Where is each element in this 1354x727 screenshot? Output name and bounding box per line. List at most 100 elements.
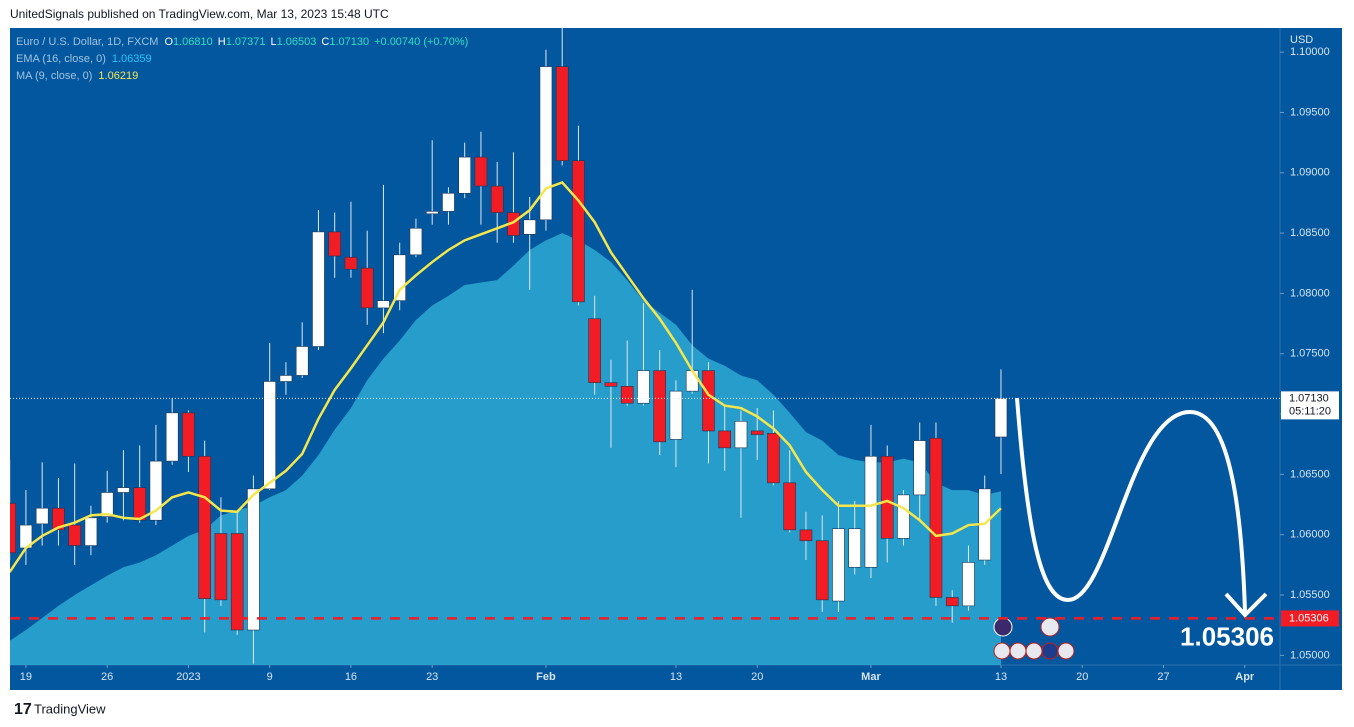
candle-body <box>718 430 732 449</box>
candle-body <box>377 300 390 309</box>
x-tick-label: 2023 <box>176 671 200 683</box>
event-icons <box>993 617 1075 660</box>
event-icon <box>1040 617 1060 637</box>
candle-body <box>328 231 341 257</box>
legend-main: Euro / U.S. Dollar, 1D, FXCM O1.06810 H1.0… <box>16 36 468 48</box>
candle-body <box>10 503 16 554</box>
candle-body <box>734 420 748 449</box>
candle-body <box>555 66 569 162</box>
candle-body <box>962 562 975 607</box>
candle-body <box>815 540 829 601</box>
candle-body <box>165 412 179 462</box>
candle-body <box>783 482 797 531</box>
event-icon <box>993 617 1013 637</box>
candle-body <box>767 433 780 484</box>
candle-body <box>653 370 667 443</box>
legend-value: 1.06219 <box>98 70 138 82</box>
c-letter: C <box>321 36 329 48</box>
target-axis-label: 1.05306 <box>1289 612 1329 624</box>
footer-logo: 17 <box>14 701 32 718</box>
x-tick-label: Mar <box>861 671 881 683</box>
candle-body <box>263 381 276 490</box>
legend-1: MA (9, close, 0) 1.06219 <box>16 70 138 82</box>
c-value: 1.07130 <box>329 36 369 48</box>
x-tick-label: Apr <box>1235 671 1255 683</box>
candle-body <box>474 156 488 187</box>
candle-body <box>897 494 910 539</box>
candle-body <box>994 398 1008 438</box>
candle-body <box>848 528 862 568</box>
candle-body <box>312 231 325 347</box>
countdown-label: 05:11:20 <box>1289 405 1331 417</box>
y-tick-label: 1.08000 <box>1290 287 1330 299</box>
candle-body <box>620 386 634 404</box>
candle-body <box>880 455 894 539</box>
candle-body <box>100 492 114 517</box>
event-icon <box>1057 642 1075 660</box>
last-price-label: 1.07130 <box>1289 392 1329 404</box>
x-tick-label: 20 <box>751 671 763 683</box>
y-tick-label: 1.06000 <box>1290 529 1330 541</box>
legend-name: MA (9, close, 0) <box>16 70 92 82</box>
candle-body <box>490 185 504 213</box>
last-price-box <box>1281 391 1339 420</box>
x-tick-label: 13 <box>995 671 1007 683</box>
x-tick-label: 26 <box>101 671 113 683</box>
legend-value: 1.06359 <box>112 53 152 65</box>
o-value: 1.06810 <box>173 36 213 48</box>
arrow-head <box>1224 592 1268 618</box>
h-value: 1.07371 <box>226 36 266 48</box>
candle-body <box>149 460 163 521</box>
event-icon <box>993 642 1011 660</box>
candle-body <box>182 412 195 457</box>
l-value: 1.06503 <box>277 36 317 48</box>
y-tick-label: 1.09000 <box>1290 167 1330 179</box>
forecast-arrow <box>1015 397 1247 613</box>
candle-body <box>864 455 878 568</box>
candle-body <box>945 597 959 607</box>
o-letter: O <box>164 36 173 48</box>
x-tick-label: 13 <box>670 671 682 683</box>
candle-body <box>360 267 374 309</box>
candle-body <box>133 487 146 521</box>
x-tick-label: 19 <box>20 671 32 683</box>
candle-body <box>539 66 553 221</box>
axis-unit: USD <box>1290 34 1313 46</box>
candle-body <box>588 318 602 383</box>
candle-body <box>279 375 293 382</box>
candle-body <box>247 488 260 631</box>
y-tick-label: 1.09500 <box>1290 106 1330 118</box>
x-tick-label: 16 <box>345 671 357 683</box>
candle-body <box>68 524 81 546</box>
x-tick-label: Feb <box>536 671 556 683</box>
x-tick-label: 20 <box>1076 671 1088 683</box>
ma-line <box>10 180 1002 573</box>
candle-body <box>523 219 537 235</box>
change: +0.00740 (+0.70%) <box>374 36 468 48</box>
candle-body <box>409 227 423 256</box>
candle-body <box>637 370 650 404</box>
candle-body <box>214 533 228 601</box>
y-tick-label: 1.05000 <box>1290 649 1330 661</box>
candle-body <box>344 256 358 270</box>
x-tick-label: 9 <box>267 671 273 683</box>
candle-body <box>35 507 49 525</box>
candle-body <box>230 533 244 631</box>
y-tick-label: 1.07500 <box>1290 348 1330 360</box>
event-icon <box>1009 642 1027 660</box>
symbol: Euro / U.S. Dollar, 1D, FXCM <box>16 36 158 48</box>
event-icon <box>1041 642 1059 660</box>
y-tick-label: 1.10000 <box>1290 46 1330 58</box>
l-letter: L <box>270 36 276 48</box>
candle-body <box>685 370 699 392</box>
candle-body <box>929 437 943 598</box>
target-big-label: 1.05306 <box>1180 621 1274 651</box>
candle-body <box>52 507 65 531</box>
target-box <box>1281 610 1339 627</box>
legend-0: EMA (16, close, 0) 1.06359 <box>16 53 152 65</box>
candle-body <box>750 430 764 435</box>
header: UnitedSignals published on TradingView.c… <box>10 7 389 21</box>
candle-body <box>295 346 309 376</box>
